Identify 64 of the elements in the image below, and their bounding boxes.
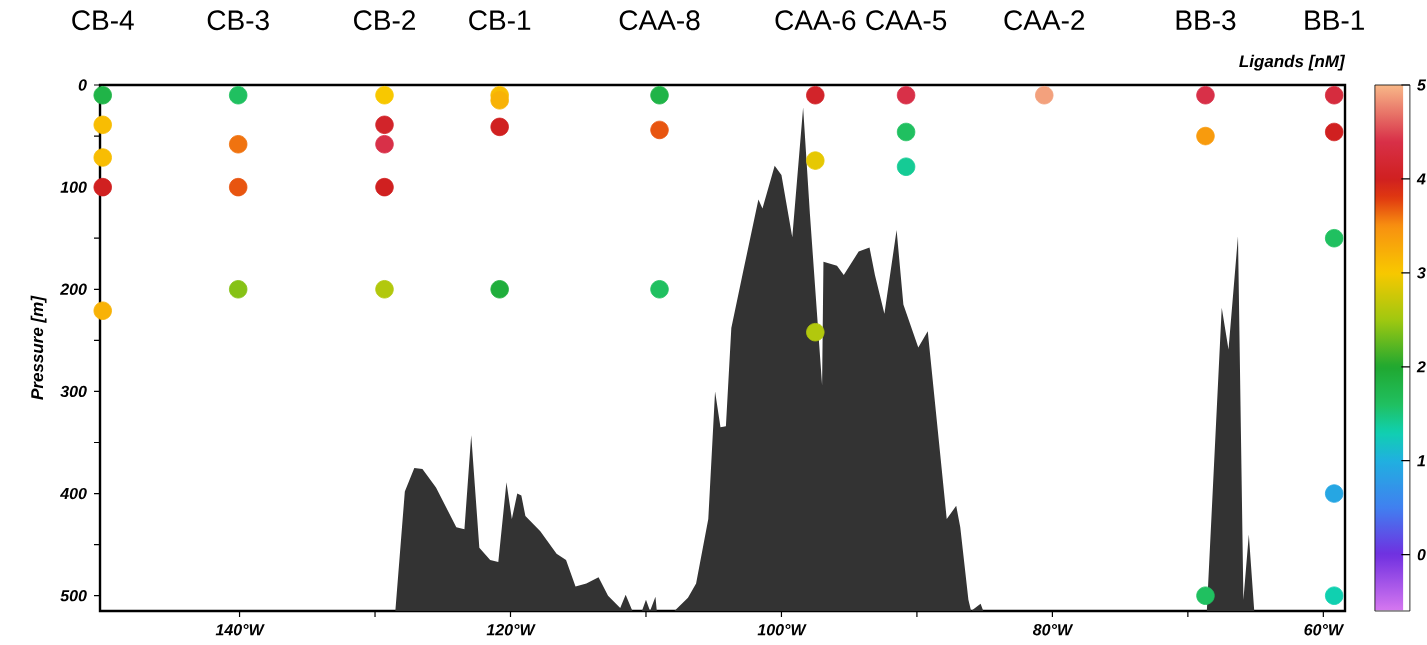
annotation: CB-3 xyxy=(207,10,269,31)
point xyxy=(375,280,394,299)
point xyxy=(1196,126,1215,146)
point xyxy=(1196,586,1215,605)
y-tick-label: 300 xyxy=(60,385,87,398)
y-axis-title: Pressure [m] xyxy=(30,295,47,400)
annotation: CB-1 xyxy=(469,10,531,31)
point xyxy=(1035,86,1054,105)
annotation: CAA-8 xyxy=(619,10,700,31)
point xyxy=(1324,586,1344,605)
point xyxy=(375,135,394,154)
y-tick-label: 200 xyxy=(60,283,87,295)
point xyxy=(896,122,916,142)
x-tick-label: 100°W xyxy=(757,624,807,636)
x-tick-label: 140°W xyxy=(215,624,265,636)
point xyxy=(490,117,509,137)
point xyxy=(375,177,394,197)
point xyxy=(93,177,112,197)
point xyxy=(93,301,112,320)
point xyxy=(650,86,669,105)
point xyxy=(1324,229,1344,248)
y-tick-label: 400 xyxy=(60,487,87,500)
point xyxy=(490,91,509,110)
point xyxy=(896,86,916,105)
point xyxy=(375,86,394,105)
y-tick-label: 500 xyxy=(60,590,87,602)
point xyxy=(93,115,112,135)
point xyxy=(1324,86,1344,105)
y-tick-label: 0 xyxy=(78,79,87,91)
color-bar-label: 0 xyxy=(1417,548,1426,561)
point xyxy=(229,177,248,197)
color-bar-title: Ligands [nM] xyxy=(1239,54,1346,71)
annotation: CAA-6 xyxy=(775,10,856,31)
annotation: BB-1 xyxy=(1305,10,1364,30)
annotation: CB-4 xyxy=(72,10,134,31)
annotation: CB-2 xyxy=(354,10,416,31)
x-tick-label: 80°W xyxy=(1032,624,1074,636)
point xyxy=(1324,122,1344,142)
x-tick-label: 60°W xyxy=(1304,624,1345,636)
color-bar-label: 1 xyxy=(1417,455,1425,467)
point xyxy=(375,115,394,135)
color-bar-label: 2 xyxy=(1416,361,1426,373)
point xyxy=(490,280,509,299)
point xyxy=(229,135,248,154)
annotation: BB-3 xyxy=(1176,10,1236,31)
point xyxy=(229,86,248,105)
color-bar-label: 3 xyxy=(1417,267,1426,279)
point xyxy=(1196,86,1215,105)
point xyxy=(650,280,669,299)
x-tick-label: 120°W xyxy=(486,624,536,636)
color-bar-label: 4 xyxy=(1416,173,1426,185)
point xyxy=(806,322,825,342)
point xyxy=(93,148,112,167)
point xyxy=(1324,484,1344,503)
annotation: CAA-5 xyxy=(866,10,947,31)
point xyxy=(93,86,112,105)
annotation: CAA-2 xyxy=(1004,10,1085,31)
y-tick-label: 100 xyxy=(60,181,87,193)
point xyxy=(896,157,916,176)
color-bar-label: 5 xyxy=(1417,79,1427,91)
point xyxy=(806,86,825,105)
point xyxy=(229,280,248,299)
point xyxy=(806,151,825,170)
point xyxy=(650,120,669,140)
